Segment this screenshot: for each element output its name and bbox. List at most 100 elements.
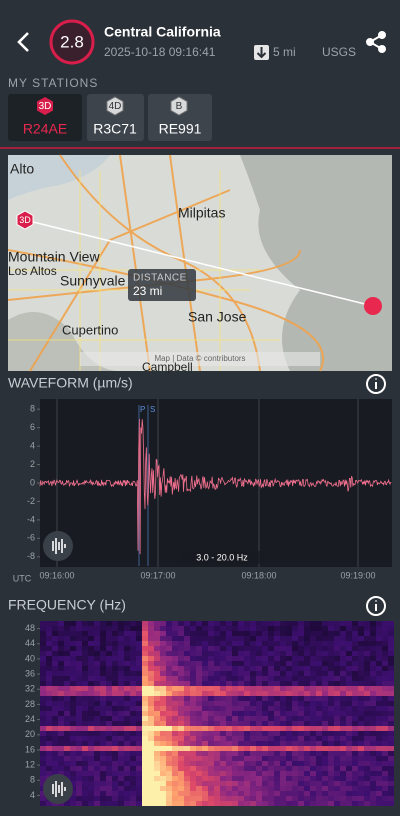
spectrogram-cell — [208, 686, 214, 691]
spectrogram-cell — [352, 776, 358, 781]
spectrogram-cell — [178, 686, 184, 691]
spectrogram-cell — [304, 771, 310, 776]
spectrogram-cell — [388, 691, 394, 696]
spectrogram-cell — [388, 666, 394, 671]
y-tick-label: 12 — [25, 759, 35, 769]
spectrogram-cell — [70, 796, 76, 801]
spectrogram-cell — [352, 741, 358, 746]
spectrogram-cell — [172, 756, 178, 761]
audio-icon — [52, 538, 66, 554]
back-button[interactable] — [17, 32, 29, 52]
spectrogram-cell — [256, 726, 262, 731]
spectrogram-cell — [292, 741, 298, 746]
spectrogram-cell — [388, 751, 394, 756]
spectrogram-cell — [172, 731, 178, 736]
spectrogram-cell — [202, 796, 208, 801]
spectrogram-cell — [298, 676, 304, 681]
station-tab[interactable] — [148, 94, 212, 141]
spectrogram-cell — [76, 711, 82, 716]
spectrogram-cell — [142, 766, 148, 771]
spectrogram-cell — [268, 791, 274, 796]
spectrogram-cell — [100, 766, 106, 771]
spectrogram-cell — [112, 751, 118, 756]
spectrogram-cell — [190, 676, 196, 681]
spectrogram-cell — [58, 731, 64, 736]
spectrogram-cell — [304, 621, 310, 626]
spectrogram-cell — [148, 741, 154, 746]
spectrogram-cell — [196, 626, 202, 631]
spectrogram-cell — [64, 726, 70, 731]
spectrogram-cell — [112, 646, 118, 651]
map[interactable] — [7, 154, 392, 372]
spectrogram-cell — [46, 746, 52, 751]
spectrogram-cell — [190, 746, 196, 751]
spectrogram-cell — [190, 706, 196, 711]
spectrogram-cell — [148, 646, 154, 651]
spectrogram-cell — [340, 681, 346, 686]
spectrogram-cell — [100, 711, 106, 716]
spectrogram-cell — [178, 626, 184, 631]
spectrogram-cell — [232, 636, 238, 641]
spectrogram-cell — [124, 701, 130, 706]
spectrogram-cell — [364, 751, 370, 756]
spectrogram-cell — [304, 626, 310, 631]
station-tab[interactable] — [8, 94, 82, 141]
spectrogram-cell — [178, 776, 184, 781]
spectrogram-cell — [388, 671, 394, 676]
spectrogram-cell — [148, 626, 154, 631]
info-button[interactable] — [366, 596, 386, 616]
spectrogram-cell — [244, 726, 250, 731]
spectrogram-cell — [178, 801, 184, 806]
spectrogram-cell — [256, 741, 262, 746]
spectrogram-cell — [262, 736, 268, 741]
audio-button[interactable] — [43, 774, 73, 804]
spectrogram-cell — [262, 716, 268, 721]
spectrogram-cell — [256, 771, 262, 776]
share-button[interactable] — [366, 31, 386, 53]
audio-button[interactable] — [43, 531, 73, 561]
spectrogram-cell — [76, 786, 82, 791]
spectrogram-cell — [82, 781, 88, 786]
spectrogram-cell — [316, 796, 322, 801]
spectrogram-cell — [208, 781, 214, 786]
x-tick-label: 09:18:00 — [241, 570, 276, 580]
info-button[interactable] — [366, 374, 386, 394]
spectrogram-cell — [190, 636, 196, 641]
spectrogram-cell — [46, 626, 52, 631]
station-tab[interactable] — [87, 94, 144, 141]
spectrogram-cell — [346, 656, 352, 661]
spectrogram-cell — [166, 641, 172, 646]
spectrogram-cell — [64, 771, 70, 776]
spectrogram-cell — [238, 661, 244, 666]
spectrogram-cell — [202, 781, 208, 786]
spectrogram-cell — [340, 641, 346, 646]
spectrogram-cell — [310, 681, 316, 686]
spectrogram-cell — [358, 766, 364, 771]
spectrogram-cell — [238, 631, 244, 636]
spectrogram-cell — [388, 656, 394, 661]
spectrogram-cell — [154, 661, 160, 666]
spectrogram-cell — [190, 736, 196, 741]
spectrogram-cell — [88, 631, 94, 636]
spectrogram-cell — [322, 691, 328, 696]
spectrogram-cell — [88, 636, 94, 641]
spectrogram-cell — [364, 791, 370, 796]
spectrogram-cell — [310, 771, 316, 776]
spectrogram-cell — [154, 711, 160, 716]
spectrogram-cell — [340, 756, 346, 761]
spectrogram-cell — [232, 746, 238, 751]
spectrogram-cell — [208, 771, 214, 776]
spectrogram-cell — [358, 716, 364, 721]
spectrogram-cell — [190, 646, 196, 651]
spectrogram-cell — [250, 691, 256, 696]
spectrogram-cell — [382, 716, 388, 721]
spectrogram-cell — [46, 651, 52, 656]
audio-icon — [52, 781, 66, 797]
spectrogram-cell — [172, 646, 178, 651]
spectrogram-cell — [292, 801, 298, 806]
spectrogram-cell — [322, 771, 328, 776]
spectrogram-cell — [286, 676, 292, 681]
spectrogram-cell — [202, 661, 208, 666]
spectrogram-cell — [268, 721, 274, 726]
spectrogram-cell — [238, 731, 244, 736]
